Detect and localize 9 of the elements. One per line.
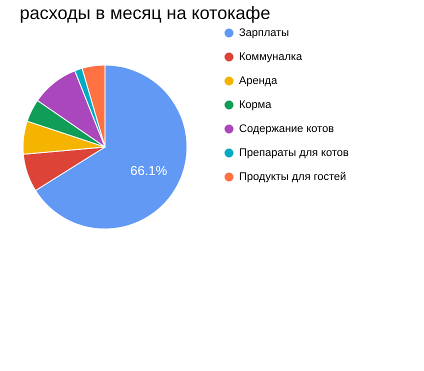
legend-label: Аренда xyxy=(239,75,278,87)
chart-title: расходы в месяц на котокафе xyxy=(20,3,270,23)
legend-label: Препараты для котов xyxy=(239,147,349,159)
legend-label: Корма xyxy=(239,99,272,111)
data-label: 66.1% xyxy=(130,163,168,178)
legend-label: Продукты для гостей xyxy=(239,171,346,183)
legend-label: Содержание котов xyxy=(239,123,334,135)
legend-label: Зарплаты xyxy=(239,27,290,39)
legend-label: Коммуналка xyxy=(239,51,303,63)
